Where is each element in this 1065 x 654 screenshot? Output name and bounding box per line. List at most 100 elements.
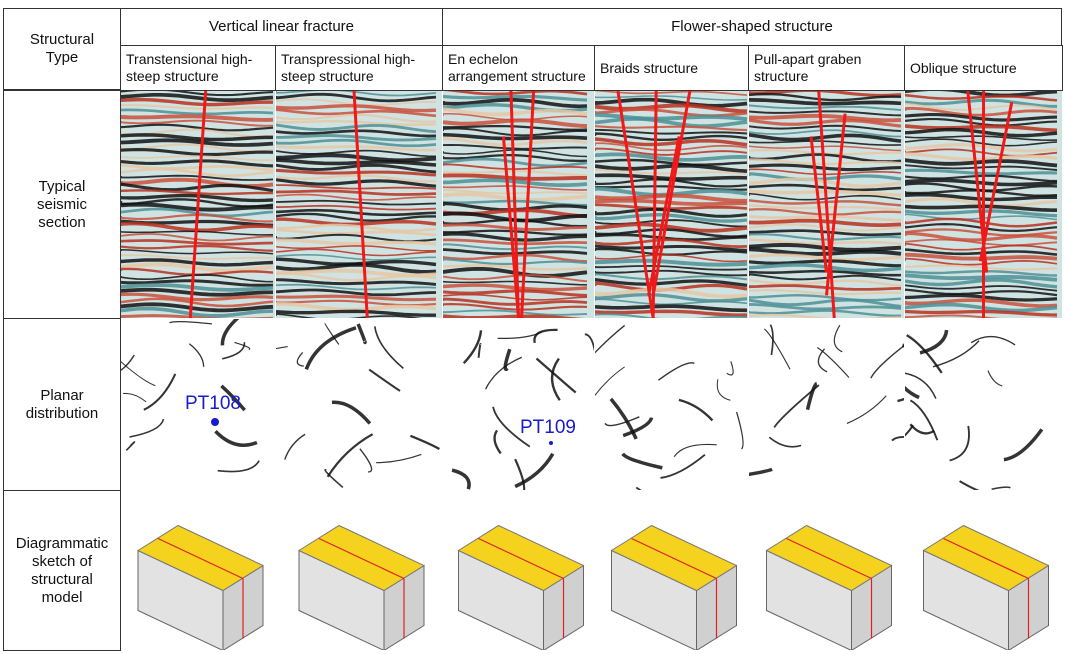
- seismic-reflector: [905, 204, 1058, 212]
- fracture-trace: [222, 342, 246, 360]
- seismic-reflector: [749, 298, 902, 308]
- seismic-reflector: [276, 245, 437, 252]
- planar-image: [121, 319, 275, 490]
- column-header: Transpressional high-steep structure: [275, 45, 443, 91]
- fracture-trace: [514, 458, 526, 490]
- fault-line: [651, 91, 658, 318]
- seismic-reflector: [749, 172, 902, 182]
- seismic-reflector: [749, 192, 902, 201]
- fracture-trace: [584, 333, 594, 352]
- seismic-reflector: [749, 183, 902, 192]
- column-header: Pull-apart graben structure: [748, 45, 905, 91]
- seismic-reflector: [276, 113, 437, 123]
- planar-background: [276, 319, 442, 490]
- seismic-reflector: [595, 142, 748, 152]
- seismic-reflector: [595, 265, 748, 271]
- seismic-reflector: [121, 119, 274, 127]
- seismic-reflector: [276, 91, 437, 97]
- structural-sketch: [905, 491, 1062, 650]
- seismic-reflector: [443, 153, 588, 163]
- seismic-reflector: [595, 313, 748, 318]
- seismic-reflector: [121, 207, 274, 218]
- planar-background: [595, 319, 748, 490]
- seismic-reflector: [749, 294, 902, 302]
- fracture-trace: [169, 320, 213, 325]
- seismic-reflector: [121, 148, 274, 157]
- seismic-reflector: [443, 266, 588, 278]
- fault-line: [501, 136, 520, 318]
- seismic-reflector: [121, 123, 274, 132]
- fracture-trace: [451, 468, 471, 490]
- seismic-reflector: [595, 117, 748, 128]
- seismic-reflector: [905, 278, 1058, 289]
- fracture-trace: [234, 341, 251, 351]
- fracture-trace: [296, 352, 304, 367]
- seismic-reflector: [276, 104, 437, 113]
- seismic-reflector: [595, 91, 748, 96]
- seismic-reflector: [121, 221, 274, 233]
- seismic-reflector: [905, 98, 1058, 108]
- fault-line: [817, 91, 836, 318]
- fracture-trace: [749, 467, 773, 477]
- seismic-reflector: [749, 263, 902, 273]
- fracture-trace: [493, 429, 502, 455]
- seismic-reflector: [749, 199, 902, 207]
- seismic-reflector: [121, 114, 274, 122]
- seismic-reflector: [121, 202, 274, 212]
- seismic-reflector: [595, 254, 748, 263]
- well-label: PT109: [520, 417, 576, 438]
- column-header: Oblique structure: [904, 45, 1063, 91]
- planar-image: [905, 319, 1062, 490]
- seismic-reflector: [595, 163, 748, 174]
- seismic-reflector: [749, 243, 902, 252]
- seismic-reflector: [595, 238, 748, 248]
- fracture-trace: [949, 425, 970, 462]
- seismic-reflector: [749, 278, 902, 288]
- seismic-reflector: [905, 138, 1058, 147]
- seismic-reflector: [749, 91, 902, 97]
- seismic-reflector: [595, 233, 748, 241]
- seismic-reflector: [595, 304, 748, 313]
- seismic-reflector: [905, 242, 1058, 251]
- seismic-reflector: [443, 163, 588, 171]
- fracture-trace: [550, 357, 561, 401]
- seismic-reflector: [905, 217, 1058, 228]
- fracture-trace: [660, 453, 706, 479]
- seismic-reflector: [276, 238, 437, 246]
- fracture-trace: [284, 433, 306, 460]
- seismic-reflector: [595, 258, 748, 267]
- seismic-reflector: [443, 192, 588, 202]
- planar-background: [905, 319, 1062, 490]
- seismic-reflector: [276, 302, 437, 312]
- seismic-reflector: [443, 293, 588, 301]
- seismic-reflector: [276, 149, 437, 158]
- fracture-trace: [129, 418, 165, 438]
- fracture-trace: [622, 417, 654, 438]
- planar-image: [276, 319, 442, 490]
- seismic-reflector: [443, 283, 588, 292]
- seismic-reflector: [121, 239, 274, 246]
- fracture-trace: [897, 397, 904, 403]
- seismic-reflector: [595, 158, 748, 167]
- planar-image: [595, 319, 748, 490]
- fracture-trace: [595, 324, 626, 354]
- seismic-reflector: [749, 303, 902, 311]
- seismic-reflector: [443, 243, 588, 251]
- seismic-reflector: [276, 158, 437, 167]
- fracture-trace: [220, 384, 246, 412]
- seismic-reflector: [443, 144, 588, 150]
- fracture-trace: [497, 331, 543, 340]
- fracture-trace: [356, 323, 367, 345]
- seismic-reflector: [749, 247, 902, 256]
- seismic-reflector: [595, 152, 748, 162]
- well-marker: [211, 418, 219, 426]
- fracture-trace: [773, 384, 820, 428]
- seismic-reflector: [443, 248, 588, 256]
- seismic-reflector: [276, 278, 437, 286]
- fracture-trace: [123, 392, 147, 403]
- fracture-trace: [331, 400, 372, 425]
- seismic-reflector: [443, 170, 588, 177]
- seismic-reflector: [443, 264, 588, 271]
- seismic-reflector: [595, 293, 748, 303]
- seismic-reflector: [749, 92, 902, 102]
